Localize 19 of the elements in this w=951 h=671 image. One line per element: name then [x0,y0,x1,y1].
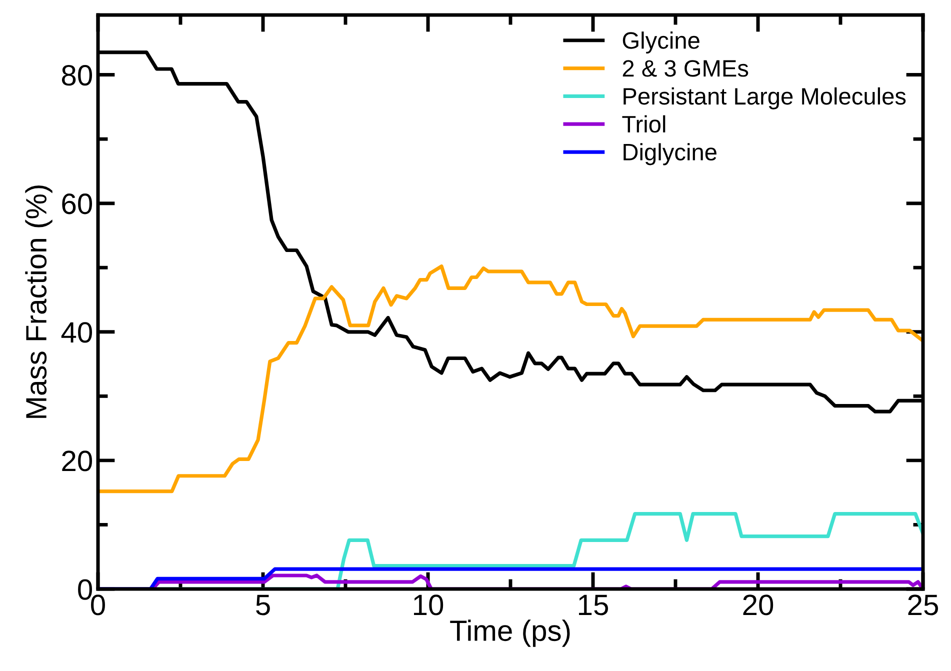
legend-label: Glycine [622,32,700,54]
x-tick-label: 5 [256,594,270,616]
legend-label: Diglycine [624,143,716,166]
y-axis-title: Mass Fraction (%) [25,186,52,418]
legend-label: Persistant Large Molecules [624,87,906,110]
legend-label: Triol [622,115,666,133]
x-tick-label: 10 [414,594,444,616]
x-tick-label: 25 [908,594,938,616]
y-tick-label: 40 [61,322,92,343]
y-tick-label: 20 [62,450,92,472]
x-tick-label: 15 [579,594,608,616]
x-axis-title: Time (ps) [450,620,570,647]
line-series [98,264,923,494]
y-tick-label: 0 [78,579,92,600]
y-tick-label: 80 [62,64,92,86]
legend-label: 2 & 3 GMEs [622,60,748,77]
x-tick-label: 0 [91,594,105,616]
x-tick-label: 20 [743,594,774,616]
y-tick-label: 60 [62,194,92,214]
